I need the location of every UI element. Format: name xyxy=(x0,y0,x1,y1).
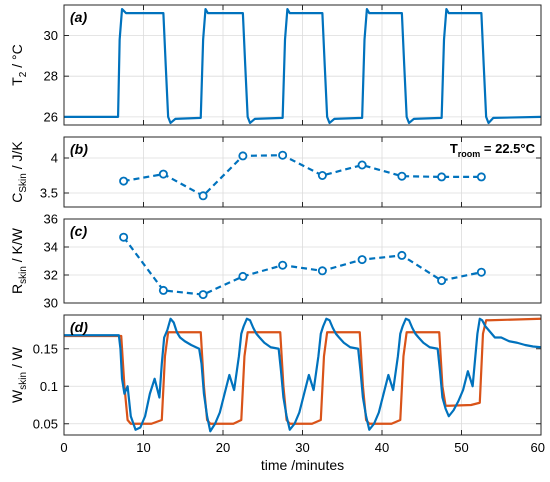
x-tick-label: 10 xyxy=(136,440,150,455)
data-point xyxy=(357,255,367,265)
data-point xyxy=(119,232,129,242)
y-tick-label: 34 xyxy=(44,240,58,255)
axes-frame xyxy=(63,4,542,126)
y-axis-label: T2 / °C xyxy=(9,44,29,86)
panel-a: 26 28 30 (a) T2 / °C xyxy=(9,4,542,126)
room-temperature-annotation: Troom = 22.5°C xyxy=(450,141,536,159)
y-axis-label-unit: / W xyxy=(9,346,25,372)
panel-label: (c) xyxy=(70,223,87,239)
data-point xyxy=(397,250,407,260)
y-axis-label-unit: / K/W xyxy=(9,227,25,266)
y-tick-label: 30 xyxy=(44,296,58,311)
data-point xyxy=(158,169,168,179)
data-point xyxy=(238,151,248,161)
y-axis-label-main: W xyxy=(9,389,25,403)
y-tick-label: 32 xyxy=(44,268,58,283)
panel-d: 0.05 0.1 0.15 (d) Wskin / W 0 10 20 30 40 50 60 time… xyxy=(9,314,545,473)
y-axis-label-sub: skin xyxy=(18,372,29,390)
y-tick-label: 26 xyxy=(44,109,58,124)
panel-label: (d) xyxy=(70,319,88,335)
data-point xyxy=(119,176,129,186)
panel-b: 3.5 4 (b) CSkin / J/K Troom = 22.5°C xyxy=(9,136,542,208)
data-point xyxy=(476,172,486,182)
y-axis-label-main: R xyxy=(9,284,25,294)
axes-frame xyxy=(63,314,542,436)
y-tick-label: 0.05 xyxy=(33,416,58,431)
x-tick-label: 0 xyxy=(60,440,67,455)
data-point xyxy=(476,267,486,277)
y-tick-label: 3.5 xyxy=(40,186,58,201)
y-tick-label: 30 xyxy=(44,28,58,43)
y-axis-label: Wskin / W xyxy=(9,346,29,403)
y-axis-label-unit: / J/K xyxy=(9,141,25,174)
data-point xyxy=(158,285,168,295)
data-point xyxy=(198,290,208,300)
x-tick-label: 40 xyxy=(375,440,389,455)
data-point xyxy=(317,266,327,276)
series-line-1 xyxy=(122,236,482,296)
axes-frame xyxy=(63,136,542,208)
y-axis-label-sub: 2 xyxy=(18,71,29,77)
data-point xyxy=(397,171,407,181)
y-axis-label: Rskin / K/W xyxy=(9,227,29,294)
y-tick-label: 36 xyxy=(44,212,58,227)
data-point xyxy=(198,191,208,201)
y-axis-label-unit: / °C xyxy=(9,44,25,71)
series-line-1 xyxy=(123,154,482,197)
panel-label: (b) xyxy=(70,141,88,157)
data-point xyxy=(238,271,248,281)
series-line-1 xyxy=(64,7,541,125)
data-point xyxy=(437,276,447,286)
annotation-sub: room xyxy=(458,149,481,159)
x-tick-label: 50 xyxy=(454,440,468,455)
data-point xyxy=(278,260,288,270)
y-tick-label: 0.1 xyxy=(40,379,58,394)
y-axis-label-main: T xyxy=(9,77,25,86)
series-line-1 xyxy=(64,317,541,425)
data-point xyxy=(357,160,367,170)
data-point xyxy=(437,172,447,182)
y-axis-label-sub: Skin xyxy=(18,173,29,192)
x-tick-label: 20 xyxy=(216,440,230,455)
axes-frame xyxy=(63,218,542,304)
panel-label: (a) xyxy=(70,9,87,25)
x-axis-label: time /minutes xyxy=(261,457,344,473)
panel-c: 30 32 34 36 (c) Rskin / K/W xyxy=(9,212,542,311)
y-tick-label: 28 xyxy=(44,69,58,84)
x-tick-label: 60 xyxy=(531,440,545,455)
y-axis-label-main: C xyxy=(9,193,25,203)
x-tick-label: 30 xyxy=(295,440,309,455)
annotation-main: T xyxy=(450,141,458,156)
data-point xyxy=(278,150,288,160)
y-axis-label: CSkin / J/K xyxy=(9,141,29,203)
annotation-rest: = 22.5°C xyxy=(480,141,535,156)
y-axis-label-sub: skin xyxy=(18,266,29,284)
y-tick-label: 4 xyxy=(51,151,58,166)
series-line-2 xyxy=(64,317,541,433)
y-tick-label: 0.15 xyxy=(33,341,58,356)
data-point xyxy=(317,170,327,180)
